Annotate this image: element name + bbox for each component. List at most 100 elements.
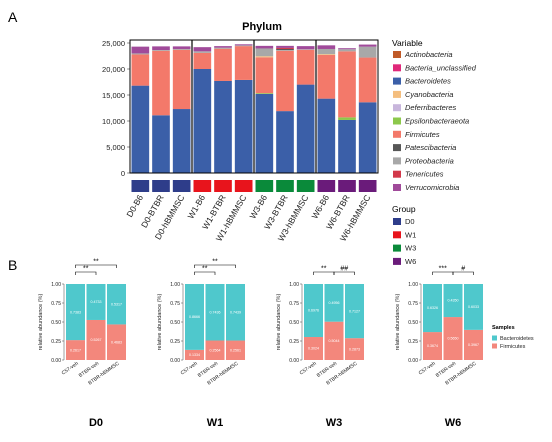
significance-label: ** [83, 266, 89, 273]
bar-segment-bacteroidetes [172, 109, 191, 173]
bar-segment-firmicutes [107, 324, 126, 360]
legend-swatch-bacteria-unclassified [393, 64, 401, 72]
group-label-w3: W3 [405, 244, 416, 253]
significance-bracket [452, 271, 474, 275]
significance-bracket [194, 271, 216, 275]
legend-label-deferribacteres: Deferribacteres [405, 103, 457, 112]
bar-segment-bacteroidetes [464, 284, 483, 330]
sample-label: D0-B6 [124, 193, 145, 219]
samples-legend-title: Samples [492, 325, 515, 331]
bar-segment-firmicutes [423, 332, 442, 360]
y-tick-label: 20,000 [102, 65, 125, 74]
bar-segment-bacteroidetes [193, 69, 212, 173]
legend-label-verrucomicrobia: Verrucomicrobia [405, 183, 459, 192]
bar-segment-verrucomicrobia [172, 46, 191, 49]
panel-b-relative-abundance-charts: relative abundance (%) 0.00 0.25 0.50 0.75 1.… [38, 259, 483, 429]
group-strip-w1 [214, 180, 232, 192]
y-tick-label: 25,000 [102, 39, 125, 48]
data-label-bacteroidetes: 0.4733 [91, 300, 102, 304]
bar-segment-proteobacteria [317, 48, 336, 55]
bar-segment-bacteroidetes [255, 93, 274, 173]
bar-segment-bacteroidetes [443, 284, 463, 318]
y-tick-label: 0.50 [408, 320, 418, 326]
bar-segment-firmicutes [86, 319, 106, 360]
bar-segment-cyanobacteria [317, 54, 336, 55]
bar-segment-bacteroidetes [358, 102, 377, 173]
bar-segment-firmicutes [234, 46, 253, 80]
y-tick-label: 0.00 [51, 358, 61, 364]
significance-bracket [75, 271, 97, 275]
bar-segment-bacteroidetes [276, 111, 294, 173]
bar-segment-verrucomicrobia [234, 44, 253, 46]
y-tick-label: 0.25 [51, 339, 61, 345]
group-strip-w1 [193, 180, 212, 192]
data-label-firmicutes: 0.4683 [111, 340, 122, 344]
legend-label-bacteroidetes: Bacteroidetes [405, 77, 451, 86]
bar-segment-firmicutes [317, 54, 336, 99]
legend-label-patescibacteria: Patescibacteria [405, 143, 456, 152]
legend-swatch-deferribacteres [393, 104, 401, 112]
bar-segment-bacteroidetes [338, 119, 356, 173]
bar-segment-firmicutes [255, 57, 274, 94]
bar-segment-bacteroidetes [296, 84, 315, 173]
y-tick-label: 0.00 [289, 358, 299, 364]
y-tick-label: 1.00 [170, 282, 180, 288]
y-tick-label: 1.00 [408, 282, 418, 288]
y-axis-label: relative abundance (%) [276, 294, 282, 351]
y-tick-label: 0.75 [51, 301, 61, 307]
group-strip-w3 [255, 180, 274, 192]
bar-segment-firmicutes [152, 50, 170, 116]
significance-label: ** [212, 259, 218, 266]
y-tick-label: 0.75 [289, 301, 299, 307]
y-tick-label: 0 [121, 169, 125, 178]
bar-segment-bacteroidetes [185, 284, 204, 350]
legend-swatch-bacteroidetes [393, 77, 401, 85]
significance-bracket [194, 264, 236, 268]
data-label-bacteroidetes: 0.7127 [349, 309, 360, 313]
sample-label: W3-B6 [247, 193, 269, 221]
y-tick-label: 10,000 [102, 117, 125, 126]
data-label-firmicutes: 0.2873 [349, 347, 360, 351]
panel-b-letter: B [8, 257, 17, 273]
legend-swatch-actinobacteria [393, 51, 401, 58]
y-tick-label: 0.50 [170, 320, 180, 326]
bar-segment-verrucomicrobia [276, 45, 294, 48]
group-strip-w3 [276, 180, 294, 192]
bar-segment-bacteroidetes [205, 284, 225, 341]
bar-segment-firmicutes [296, 49, 315, 85]
data-label-bacteroidetes: 0.4956 [329, 301, 340, 305]
panel-b-legend: Samples Bacteroidetes Firmicutes [492, 325, 534, 350]
bar-segment-verrucomicrobia [317, 45, 336, 49]
significance-bracket [75, 264, 117, 268]
group-label-w1: W1 [405, 230, 416, 239]
bar-segment-firmicutes [193, 52, 212, 69]
variable-legend-title: Variable [392, 38, 423, 48]
panel-a-legend: Variable Group Actinobacteria Bacteria_un… [392, 38, 477, 266]
y-tick-label: 15,000 [102, 91, 125, 100]
bar-segment-proteobacteria [338, 49, 356, 52]
bar-segment-firmicutes [66, 340, 85, 360]
group-strip-w6 [317, 180, 336, 192]
bar-segment-firmicutes [464, 329, 483, 360]
data-label-bacteroidetes: 0.7383 [70, 310, 81, 314]
significance-bracket [333, 271, 355, 275]
significance-label: # [461, 266, 465, 273]
samples-swatch-firmicutes [492, 343, 497, 349]
data-label-bacteroidetes: 0.8666 [189, 315, 200, 319]
bar-segment-verrucomicrobia [338, 48, 356, 50]
bar-segment-bacteroidetes [317, 98, 336, 173]
legend-label-bacteria-unclassified: Bacteria_unclassified [405, 63, 477, 72]
legend-label-actinobacteria: Actinobacteria [404, 50, 453, 59]
y-axis-label: relative abundance (%) [157, 294, 163, 351]
significance-label: ** [202, 266, 208, 273]
y-tick-label: 0.00 [170, 358, 180, 364]
bar-segment-cyanobacteria [255, 56, 274, 58]
group-strip-w1 [234, 180, 253, 192]
bar-segment-tenericutes [276, 47, 294, 49]
data-label-firmicutes: 0.3024 [308, 347, 319, 351]
panel-a-letter: A [8, 9, 18, 25]
subplot-title: W1 [207, 417, 224, 429]
legend-label-cyanobacteria: Cyanobacteria [405, 90, 453, 99]
panel-a-title: Phylum [242, 21, 282, 33]
bar-segment-firmicutes [214, 48, 232, 81]
